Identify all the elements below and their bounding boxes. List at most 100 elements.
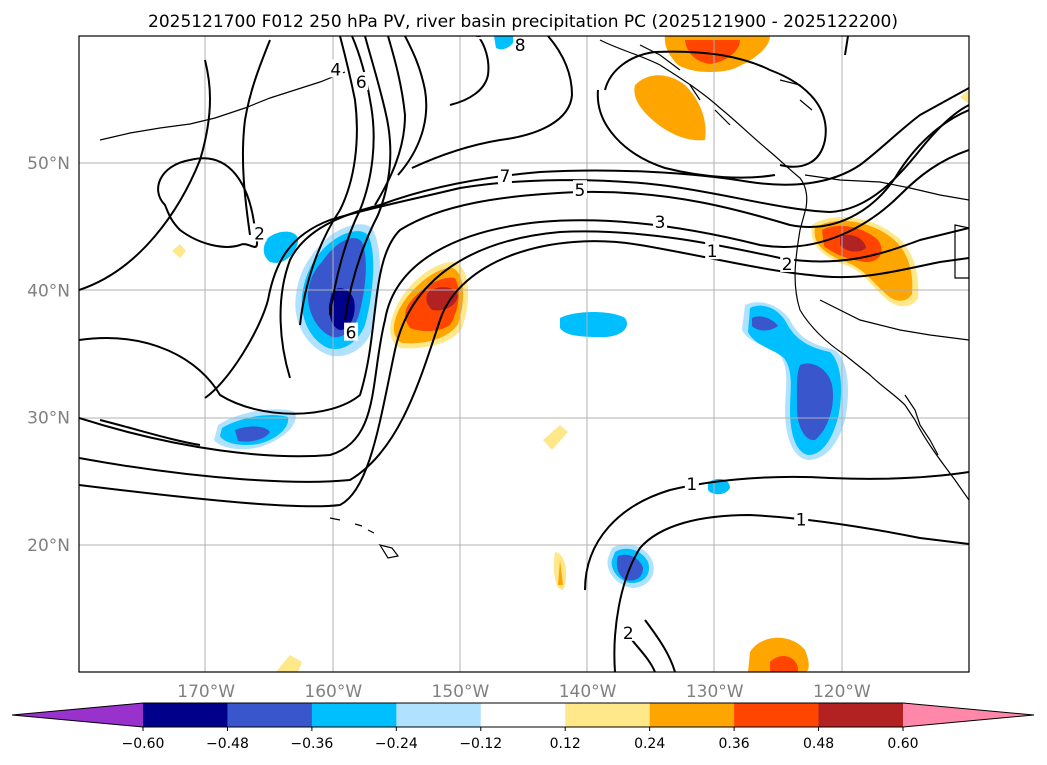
precip-negative-anomaly — [560, 312, 628, 338]
colorbar-segment — [311, 703, 397, 727]
precip-positive-anomaly — [770, 656, 798, 672]
colorbar-tick-label: 0.60 — [887, 736, 918, 752]
coastline — [904, 394, 939, 456]
pv-contour — [204, 104, 969, 399]
pv-label-halo — [497, 166, 512, 185]
pv-contour — [596, 89, 776, 179]
precip-negative-anomaly — [235, 426, 270, 442]
precip-positive-anomaly — [840, 234, 866, 252]
precip-positive-anomaly — [960, 90, 969, 104]
colorbar-tick-label: −0.48 — [206, 736, 249, 752]
pv-contour — [79, 240, 969, 483]
longitude-label: 160°W — [304, 682, 362, 702]
pv-label-halo — [653, 211, 668, 230]
colorbar-segment — [649, 703, 735, 727]
precip-positive-anomaly — [426, 287, 458, 311]
pv-contour — [844, 36, 849, 56]
pv-contour-label: 4 — [330, 60, 341, 80]
precip-positive-anomaly — [543, 425, 568, 450]
colorbar-tick-label: 0.36 — [719, 736, 750, 752]
coastline — [599, 39, 969, 501]
pv-contour-label: 8 — [515, 36, 526, 56]
precip-negative-anomaly — [263, 231, 299, 263]
latitude-labels: 50°N 40°N 30°N 20°N — [27, 154, 70, 556]
coastline — [329, 517, 375, 534]
colorbar-tick-label: −0.60 — [122, 736, 165, 752]
pv-contour-label: 2 — [254, 224, 265, 244]
pv-contour — [344, 36, 392, 321]
longitude-label: 130°W — [686, 682, 744, 702]
latitude-label: 50°N — [27, 154, 70, 174]
colorbar-segment — [818, 703, 904, 727]
colorbar-segment — [227, 703, 313, 727]
pv-contour — [604, 50, 827, 168]
pv-label-halo — [354, 72, 369, 91]
colorbar-segment — [143, 703, 228, 727]
chart-title: 2025121700 F012 250 hPa PV, river basin … — [148, 12, 898, 32]
pv-contour — [79, 109, 969, 415]
colorbar-segment — [734, 703, 820, 727]
pv-contour — [157, 157, 259, 248]
precip-positive-anomaly — [276, 655, 302, 672]
colorbar-segment — [396, 703, 482, 727]
pv-contour-label: 6 — [356, 73, 367, 93]
pv-label-halo — [705, 241, 720, 260]
pv-contour-label: 1 — [707, 242, 718, 262]
pv-contour — [631, 639, 656, 672]
colorbar-tick-label: −0.12 — [459, 736, 502, 752]
pv-label-halo — [328, 59, 343, 78]
longitude-labels: 170°W 160°W 150°W 140°W 130°W 120°W — [177, 682, 871, 702]
colorbar-tick-label: 0.12 — [550, 736, 581, 752]
colorbar-tick-label: −0.24 — [375, 736, 418, 752]
pv-label-halo — [472, 36, 487, 40]
pv-contour — [79, 59, 211, 291]
gridlines — [79, 36, 969, 672]
colorbar-tick-label: −0.36 — [290, 736, 333, 752]
pv-contour — [397, 36, 428, 176]
pv-contour — [279, 87, 969, 379]
latitude-label: 30°N — [27, 409, 70, 429]
pv-contour-label: 2 — [623, 624, 634, 644]
colorbar-segment — [480, 703, 566, 727]
coastline — [99, 71, 346, 141]
pv-contour — [374, 36, 406, 206]
pv-contour — [411, 36, 573, 169]
precip-positive-anomaly — [685, 40, 740, 64]
pv-label-halo — [513, 36, 528, 54]
pv-contour-label: 1 — [796, 511, 807, 531]
pv-contour-label: 2 — [782, 255, 793, 275]
coastline — [378, 544, 400, 559]
precipitation-shading — [172, 36, 969, 672]
precip-negative-anomaly — [752, 316, 778, 331]
pv-contour — [79, 149, 969, 458]
longitude-label: 140°W — [559, 682, 617, 702]
pv-label-halo — [780, 253, 795, 272]
pv-contour — [99, 419, 201, 446]
colorbar-extend-low — [12, 703, 143, 727]
colorbar-segment — [565, 703, 651, 727]
precip-negative-anomaly — [796, 363, 834, 441]
pv-contour-label: 5 — [575, 181, 586, 201]
pv-contour — [613, 514, 969, 672]
pv-contour — [584, 471, 969, 591]
pv-label-halo — [572, 180, 587, 199]
pv-contour — [299, 36, 358, 326]
longitude-label: 170°W — [177, 682, 235, 702]
colorbar-tick-label: 0.24 — [634, 736, 665, 752]
pv-contour — [329, 36, 375, 316]
pv-label-halo — [344, 322, 359, 341]
pv-label-halo — [684, 474, 699, 493]
precip-positive-anomaly — [172, 244, 186, 258]
pv-label-halo — [621, 622, 636, 641]
map-frame — [78, 35, 970, 673]
colorbar: −0.60 −0.48 −0.36 −0.24 −0.12 0.12 0.24 0.36 0.4… — [11, 702, 1035, 752]
latitude-label: 40°N — [27, 281, 70, 301]
precip-positive-anomaly — [634, 75, 706, 141]
colorbar-tick-label: 0.48 — [803, 736, 834, 752]
latitude-label: 20°N — [27, 536, 70, 556]
longitude-label: 150°W — [432, 682, 490, 702]
pv-label-halo — [794, 509, 809, 528]
longitude-label: 120°W — [813, 682, 871, 702]
